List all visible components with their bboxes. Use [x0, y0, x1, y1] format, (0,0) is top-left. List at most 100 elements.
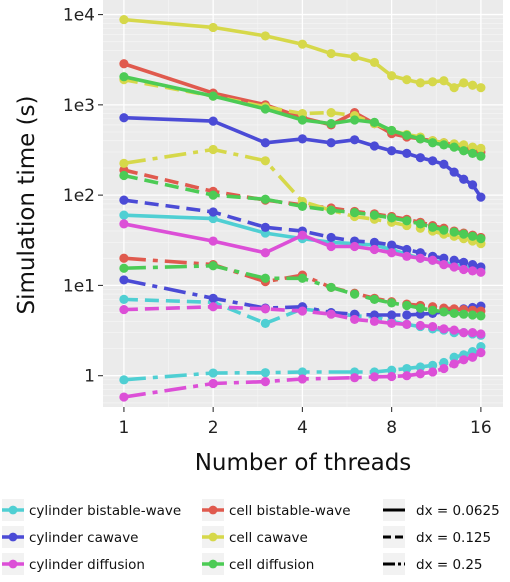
- data-point: [467, 352, 478, 362]
- data-point: [402, 319, 412, 329]
- data-point: [449, 262, 459, 272]
- legend-label: cell cawave: [229, 530, 308, 546]
- data-point: [297, 115, 307, 125]
- legend: cylinder bistable-wave cylinder cawave cyl…: [2, 499, 500, 575]
- data-point: [369, 294, 380, 304]
- data-point: [459, 78, 469, 88]
- data-point: [119, 113, 129, 123]
- data-point: [402, 75, 412, 85]
- data-point: [297, 230, 307, 240]
- data-point: [260, 156, 270, 166]
- legend-key-background: [383, 526, 405, 548]
- data-point: [449, 167, 459, 177]
- data-point: [369, 244, 380, 255]
- data-point: [387, 146, 397, 156]
- series-line: [123, 213, 481, 272]
- data-point: [428, 255, 438, 265]
- data-point: [459, 229, 469, 239]
- data-point: [387, 310, 397, 320]
- series-cylinder-cawave-0.0625: [119, 113, 486, 202]
- data-point: [449, 359, 459, 369]
- data-point: [350, 289, 360, 299]
- series-line: [123, 147, 482, 246]
- data-point: [119, 392, 129, 402]
- data-point: [350, 135, 360, 145]
- legend-key-point: [8, 505, 18, 515]
- data-point: [476, 151, 486, 161]
- x-tick-label: 1: [119, 418, 130, 438]
- legend-label: dx = 0.25: [416, 557, 483, 573]
- data-point: [428, 222, 438, 232]
- data-point: [260, 31, 270, 41]
- legend-item-cell-diffusion: cell diffusion: [202, 553, 314, 575]
- series-line: [123, 222, 482, 274]
- data-point: [297, 367, 307, 377]
- data-point: [449, 308, 459, 318]
- data-point: [208, 190, 218, 200]
- y-tick-label: 1e4: [63, 6, 95, 26]
- data-point: [208, 22, 218, 33]
- data-point: [350, 115, 360, 125]
- data-point: [476, 348, 486, 358]
- legend-item-cell-bistable-wave: cell bistable-wave: [202, 499, 351, 521]
- data-point: [467, 180, 478, 190]
- x-tick-label: 4: [297, 418, 308, 438]
- legend-label: cylinder diffusion: [29, 557, 145, 573]
- data-point: [439, 307, 449, 317]
- data-point: [449, 352, 459, 362]
- series-line: [123, 173, 482, 241]
- series-line: [123, 304, 482, 336]
- data-point: [439, 225, 449, 235]
- data-point: [439, 140, 449, 150]
- data-point: [119, 375, 129, 385]
- data-point: [326, 241, 336, 252]
- x-tick-label: 8: [386, 418, 397, 438]
- data-point: [369, 57, 380, 68]
- y-tick-label: 1e2: [63, 186, 95, 206]
- data-point: [297, 374, 307, 384]
- data-point: [119, 253, 129, 263]
- data-point: [439, 253, 449, 263]
- data-point: [208, 293, 218, 303]
- data-point: [208, 144, 218, 155]
- legend-key-point: [8, 532, 18, 542]
- data-point: [449, 83, 459, 93]
- data-point: [439, 260, 449, 270]
- series-cell-cawave-0.0625: [119, 14, 486, 93]
- data-point: [402, 244, 412, 255]
- data-point: [476, 329, 486, 339]
- series-cylinder-diffusion-0.25: [119, 348, 486, 402]
- data-point: [449, 325, 459, 335]
- data-point: [402, 148, 412, 158]
- data-point: [208, 261, 218, 271]
- data-point: [387, 213, 397, 223]
- data-point: [439, 363, 449, 374]
- data-point: [415, 153, 425, 163]
- legend-item-cell-cawave: cell cawave: [202, 526, 308, 548]
- data-point: [439, 76, 449, 86]
- data-point: [208, 378, 218, 389]
- x-axis-title: Number of threads: [195, 450, 412, 476]
- data-point: [260, 138, 270, 148]
- data-point: [402, 251, 412, 261]
- data-point: [119, 59, 129, 69]
- data-point: [428, 321, 438, 332]
- data-point: [208, 213, 218, 224]
- data-point: [387, 371, 397, 382]
- data-point: [208, 207, 218, 217]
- legend-label: cylinder cawave: [29, 530, 139, 546]
- data-point: [208, 368, 218, 378]
- data-point: [119, 304, 129, 315]
- data-point: [467, 148, 478, 158]
- data-point: [415, 253, 425, 263]
- data-point: [119, 158, 129, 168]
- data-point: [119, 195, 129, 205]
- data-point: [402, 130, 412, 140]
- series-line: [123, 115, 483, 199]
- data-point: [459, 174, 469, 184]
- data-point: [402, 310, 412, 320]
- series-line: [123, 198, 482, 269]
- y-axis-title: Simulation time (s): [14, 95, 40, 314]
- series-line: [123, 17, 482, 90]
- data-point: [260, 377, 270, 387]
